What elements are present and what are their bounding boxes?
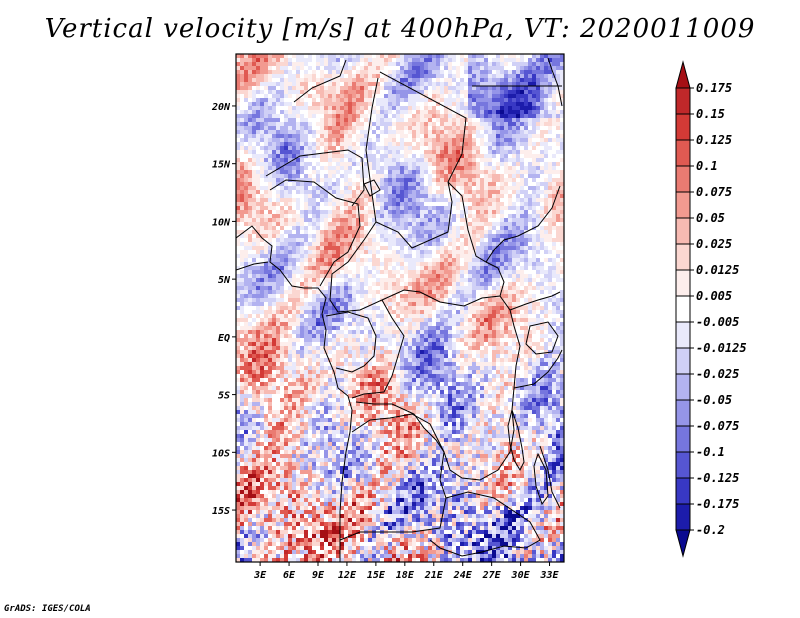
nigeria-border [269, 179, 361, 287]
colorbar-swatch [675, 191, 691, 219]
lon-tick-label: 27E [482, 570, 502, 581]
colorbar-label: 0.075 [696, 185, 732, 199]
colorbar-swatch [675, 321, 691, 349]
drc-border-north [351, 299, 405, 399]
colorbar-swatch [675, 217, 691, 245]
country-borders [236, 57, 563, 562]
colorbar-label: -0.1 [696, 445, 725, 459]
colorbar-label: 0.175 [696, 81, 732, 95]
longitude-axis: 3E 6E 9E 12E 15E 18E 21E 24E 27E 30E 33E [253, 562, 560, 581]
colorbar-swatch [675, 113, 691, 141]
colorbar-swatch [675, 165, 691, 193]
lon-tick-label: 24E [453, 570, 473, 581]
colorbar-label: -0.025 [696, 367, 739, 381]
lake-chad [363, 179, 381, 197]
coastline-east [547, 57, 563, 107]
lon-tick-label: 15E [367, 570, 386, 581]
lon-tick-label: 12E [338, 570, 357, 581]
algeria-libya-border [293, 59, 347, 103]
colorbar-swatch [675, 425, 691, 453]
lon-tick-label: 3E [253, 570, 267, 581]
lat-tick-label: EQ [218, 333, 230, 344]
colorbar-label: 0.0125 [696, 263, 739, 277]
lon-tick-label: 6E [283, 570, 296, 581]
map-title: Vertical velocity [m/s] at 400hPa, VT: 2… [44, 14, 756, 44]
latitude-axis: 20N 15N 10N 5N EQ 5S 10S 15S [211, 102, 236, 517]
lat-tick-label: 15S [212, 506, 230, 517]
lon-tick-label: 33E [539, 570, 559, 581]
uganda-kenya-border [509, 291, 561, 311]
lat-tick-label: 15N [212, 160, 231, 171]
colorbar-label: -0.175 [696, 497, 739, 511]
colorbar-label: -0.125 [696, 471, 739, 485]
lon-tick-label: 21E [424, 570, 444, 581]
malawi-mozambique-border [539, 445, 561, 509]
colorbar-swatch [675, 503, 691, 531]
lat-tick-label: 10S [212, 448, 230, 459]
colorbar-label: -0.0125 [696, 341, 747, 355]
lake-malawi [533, 452, 549, 506]
grads-credit: GrADS: IGES/COLA [4, 604, 91, 614]
colorbar-swatch [675, 347, 691, 375]
lon-tick-label: 18E [396, 570, 415, 581]
colorbar-swatch [675, 373, 691, 401]
colorbar-bottom-arrow [675, 529, 691, 558]
colorbar-label: -0.005 [696, 315, 739, 329]
colorbar-swatch [675, 399, 691, 427]
colorbar-swatch [675, 139, 691, 167]
cameroon-gabon-congo-border [325, 311, 377, 373]
colorbar-swatch [675, 243, 691, 271]
colorbar-label: 0.005 [696, 289, 732, 303]
car-border [329, 221, 505, 313]
gulf-coast [236, 261, 269, 271]
tanzania-border [513, 349, 563, 389]
map-frame [235, 53, 565, 563]
colorbar-top-arrow [675, 60, 691, 89]
colorbar-label: 0.15 [696, 107, 725, 121]
libya-chad-border [379, 71, 467, 183]
lake-victoria [525, 321, 559, 355]
lat-tick-label: 10N [212, 217, 231, 228]
colorbar-swatch [675, 269, 691, 297]
lon-tick-label: 30E [511, 570, 531, 581]
colorbar-label: -0.05 [696, 393, 732, 407]
colorbar-swatch [675, 87, 691, 115]
velocity-field [236, 54, 564, 562]
lat-tick-label: 5S [218, 391, 230, 402]
colorbar-swatch [675, 477, 691, 505]
colorbar-label: -0.075 [696, 419, 739, 433]
lake-tanganyika [507, 408, 525, 472]
zambia-border [429, 491, 541, 557]
colorbar-label: 0.125 [696, 133, 732, 147]
colorbar-label: -0.2 [696, 523, 725, 537]
colorbar-label: 0.1 [696, 159, 718, 173]
chad-border [365, 77, 453, 249]
lon-tick-label: 9E [312, 570, 325, 581]
colorbar: 0.175 0.15 0.125 0.1 0.075 0.05 0.025 0.0125 0.0… [675, 60, 747, 558]
niger-border [265, 149, 365, 207]
angola-border [339, 413, 447, 541]
colorbar-label: 0.025 [696, 237, 732, 251]
sudan-border [447, 181, 561, 263]
lat-tick-label: 20N [211, 102, 231, 113]
colorbar-swatch [675, 295, 691, 323]
colorbar-label: 0.05 [696, 211, 725, 225]
coastline-west [236, 225, 353, 562]
lat-tick-label: 5N [218, 275, 231, 286]
colorbar-swatch [675, 451, 691, 479]
